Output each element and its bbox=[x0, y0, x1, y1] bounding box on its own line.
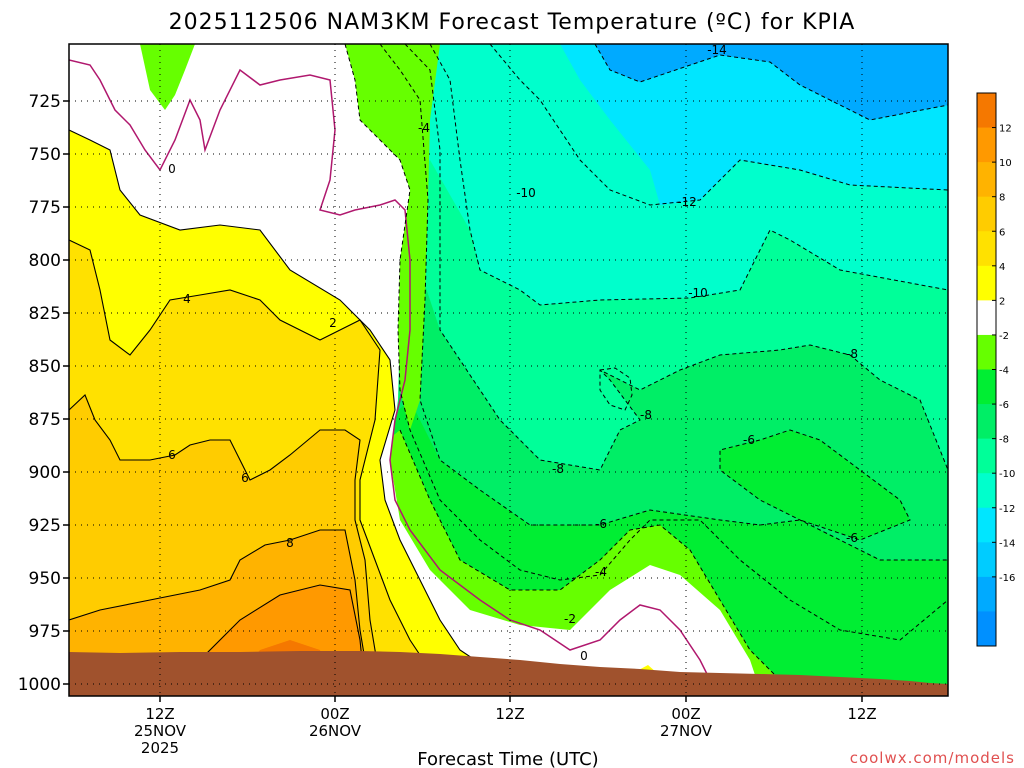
colorbar-label: -12 bbox=[999, 504, 1015, 515]
colorbar-label: -14 bbox=[999, 538, 1015, 549]
ground-fill bbox=[69, 651, 948, 696]
colorbar-label: 8 bbox=[999, 193, 1005, 204]
x-tick-label: 00Z bbox=[671, 705, 700, 723]
contour-label: -8 bbox=[640, 408, 652, 422]
colorbar: 12 10 8 6 4 2 -2 -4 -6 -8 -10 -12 -14 -16 bbox=[976, 92, 1015, 647]
contour-label: -4 bbox=[595, 565, 607, 579]
colorbar-label: -10 bbox=[999, 469, 1015, 480]
colorbar-label: 12 bbox=[999, 124, 1012, 135]
contour-label: -6 bbox=[846, 531, 858, 545]
grid-lines bbox=[69, 44, 948, 696]
contour-label: -6 bbox=[595, 517, 607, 531]
y-tick-label: 1000 bbox=[18, 675, 61, 695]
colorbar-swatch bbox=[977, 196, 996, 232]
credit-text: coolwx.com/models bbox=[850, 749, 1015, 767]
contour-line-minus-14 bbox=[594, 44, 948, 121]
contour-label: 8 bbox=[286, 536, 294, 550]
colorbar-swatch bbox=[977, 576, 996, 612]
colorbar-swatch bbox=[977, 473, 996, 509]
contour-label: 6 bbox=[168, 448, 176, 462]
y-tick-label: 725 bbox=[29, 92, 61, 112]
colorbar-swatch bbox=[977, 369, 996, 405]
colorbar-label: -2 bbox=[999, 331, 1009, 342]
y-tick-label: 775 bbox=[29, 198, 61, 218]
contour-line-minus-8 bbox=[404, 44, 948, 471]
contour-label: -4 bbox=[418, 121, 430, 135]
x-axis-label: Forecast Time (UTC) bbox=[417, 749, 598, 768]
x-tick-label: 26NOV bbox=[309, 722, 362, 740]
chart-title: 2025112506 NAM3KM Forecast Temperature (… bbox=[169, 10, 856, 35]
colorbar-swatch bbox=[977, 162, 996, 198]
colorbar-swatch bbox=[977, 438, 996, 474]
colorbar-swatch bbox=[977, 265, 996, 301]
contour-label: 0 bbox=[168, 162, 176, 176]
colorbar-swatch bbox=[977, 507, 996, 543]
contour-label: -8 bbox=[846, 347, 858, 361]
y-tick-label: 850 bbox=[29, 357, 61, 377]
colorbar-swatch bbox=[977, 404, 996, 440]
y-tick-label: 800 bbox=[29, 251, 61, 271]
colorbar-swatch bbox=[977, 542, 996, 578]
contour-labels: 0 -4 -14 -10 -12 4 2 -10 -8 6 6 -8 -6 -8 8 -6 -6 -4 -2 0 bbox=[168, 43, 858, 663]
contour-line-minus-8-loop bbox=[599, 367, 633, 411]
contour-label: 2 bbox=[329, 316, 337, 330]
contour-line-plus-6 bbox=[69, 394, 381, 681]
region-fill-front-column bbox=[345, 44, 440, 430]
colorbar-swatch bbox=[977, 127, 996, 163]
colorbar-label: 2 bbox=[999, 296, 1005, 307]
x-tick-label: 12Z bbox=[145, 705, 174, 723]
contour-label: -10 bbox=[516, 186, 536, 200]
contour-line-minus-4 bbox=[344, 44, 948, 641]
contour-line-minus-2 bbox=[399, 429, 901, 691]
freezing-contour-line bbox=[69, 59, 711, 681]
y-tick-label: 900 bbox=[29, 463, 61, 483]
plot-frame bbox=[68, 43, 949, 697]
region-fill-minus-14 bbox=[595, 44, 948, 120]
plot-area bbox=[69, 44, 948, 696]
contour-label: -2 bbox=[564, 612, 576, 626]
contour-label: -10 bbox=[688, 286, 708, 300]
colorbar-swatch bbox=[977, 334, 996, 370]
y-tick-label: 950 bbox=[29, 569, 61, 589]
colorbar-swatch bbox=[977, 93, 996, 129]
x-tick-label: 25NOV bbox=[134, 722, 187, 740]
y-axis: 725 750 775 800 825 850 875 900 925 950 975 1000 bbox=[18, 92, 69, 695]
contour-label: 4 bbox=[183, 292, 191, 306]
x-tick-label: 27NOV bbox=[660, 722, 713, 740]
contour-label: 6 bbox=[241, 471, 249, 485]
colorbar-label: -6 bbox=[999, 400, 1009, 411]
contour-label: -12 bbox=[677, 195, 697, 209]
contour-line-plus-2 bbox=[69, 129, 491, 671]
colorbar-label: -8 bbox=[999, 435, 1009, 446]
colorbar-label: 6 bbox=[999, 227, 1005, 238]
y-tick-label: 750 bbox=[29, 145, 61, 165]
contour-line-minus-10 bbox=[429, 44, 948, 306]
colorbar-label: -16 bbox=[999, 573, 1015, 584]
contour-line-minus-12 bbox=[489, 44, 948, 206]
colorbar-label: 4 bbox=[999, 262, 1005, 273]
y-tick-label: 975 bbox=[29, 622, 61, 642]
colorbar-label: 10 bbox=[999, 158, 1012, 169]
y-tick-label: 875 bbox=[29, 410, 61, 430]
contour-label: -14 bbox=[707, 43, 727, 57]
colorbar-swatch bbox=[977, 611, 996, 647]
x-tick-label: 12Z bbox=[495, 705, 524, 723]
x-tick-label: 00Z bbox=[320, 705, 349, 723]
colorbar-swatch bbox=[977, 300, 996, 336]
contour-line-plus-8 bbox=[69, 529, 371, 691]
region-fill-cold-pocket bbox=[140, 44, 195, 110]
contour-label: 0 bbox=[580, 649, 588, 663]
contour-line-plus-4 bbox=[69, 239, 441, 691]
y-tick-label: 925 bbox=[29, 516, 61, 536]
x-tick-label: 2025 bbox=[141, 739, 179, 757]
contour-label: -8 bbox=[552, 462, 564, 476]
contour-label: -6 bbox=[743, 433, 755, 447]
colorbar-label: -4 bbox=[999, 366, 1009, 377]
x-tick-label: 12Z bbox=[847, 705, 876, 723]
colorbar-swatch bbox=[977, 231, 996, 267]
y-tick-label: 825 bbox=[29, 304, 61, 324]
contour-line-minus-6 bbox=[379, 44, 948, 561]
